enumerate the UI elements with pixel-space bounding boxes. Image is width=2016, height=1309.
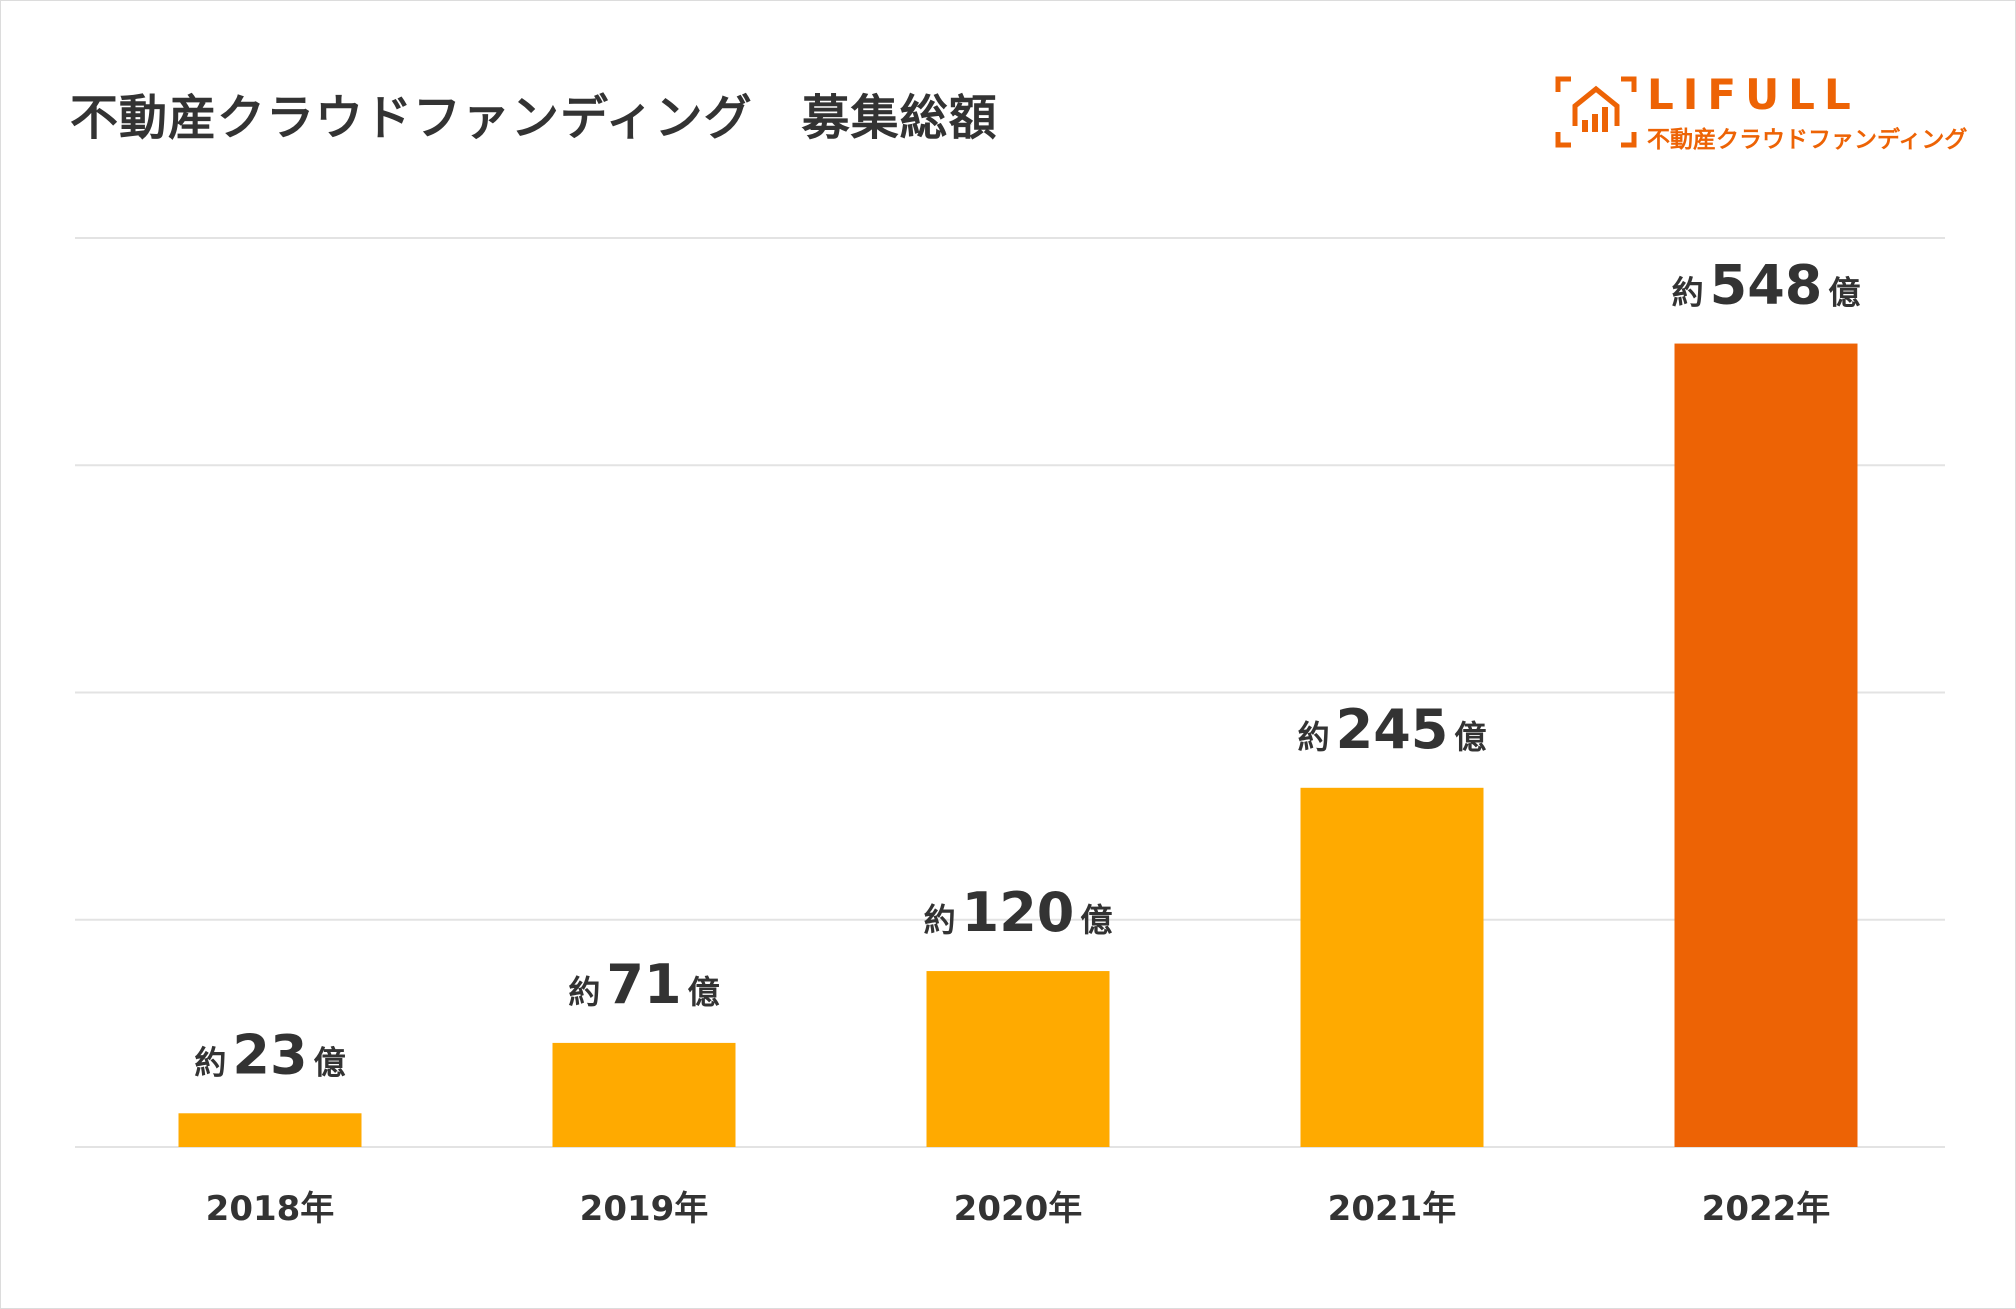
x-tick-label: 2018年 [206, 1189, 335, 1229]
data-label-value: 23 [232, 1023, 307, 1086]
data-label-suffix: 億 [1828, 274, 1860, 312]
lifull-logo: LIFULL 不動産クラウドファンディング [1555, 70, 1967, 156]
data-label: 約 23 億 [194, 1023, 345, 1086]
house-chart-icon [1555, 76, 1637, 148]
data-label: 約 245 億 [1298, 698, 1487, 761]
bar-2018年 [178, 1113, 362, 1147]
bar-2022年 [1674, 343, 1858, 1147]
x-tick-label: 2022年 [1702, 1189, 1831, 1229]
data-label-value: 548 [1710, 254, 1823, 317]
x-tick-label: 2020年 [954, 1189, 1083, 1229]
data-label-value: 120 [962, 881, 1075, 944]
data-label-value: 71 [606, 953, 681, 1016]
data-label-prefix: 約 [1298, 718, 1330, 756]
data-label-value: 245 [1336, 698, 1449, 761]
data-label-prefix: 約 [924, 901, 956, 939]
bar-2021年 [1300, 787, 1484, 1147]
x-tick-label: 2019年 [580, 1189, 709, 1229]
data-label-suffix: 億 [688, 973, 720, 1011]
chart-title: 不動産クラウドファンディング 募集総額 [70, 90, 998, 146]
logo-subtitle: 不動産クラウドファンディング [1647, 127, 1968, 153]
x-tick-label: 2021年 [1328, 1189, 1457, 1229]
logo-wordmark: LIFULL [1647, 70, 1860, 119]
data-label: 約 548 億 [1672, 254, 1861, 317]
data-label: 約 120 億 [924, 881, 1113, 944]
data-label-prefix: 約 [1672, 274, 1704, 312]
data-label-prefix: 約 [568, 973, 600, 1011]
bar-2020年 [926, 971, 1110, 1147]
data-label: 約 71 億 [568, 953, 719, 1016]
data-label-suffix: 億 [1454, 718, 1486, 756]
data-label-suffix: 億 [314, 1043, 346, 1081]
data-label-suffix: 億 [1080, 901, 1112, 939]
data-label-prefix: 約 [194, 1043, 226, 1081]
bar-2019年 [552, 1042, 736, 1147]
